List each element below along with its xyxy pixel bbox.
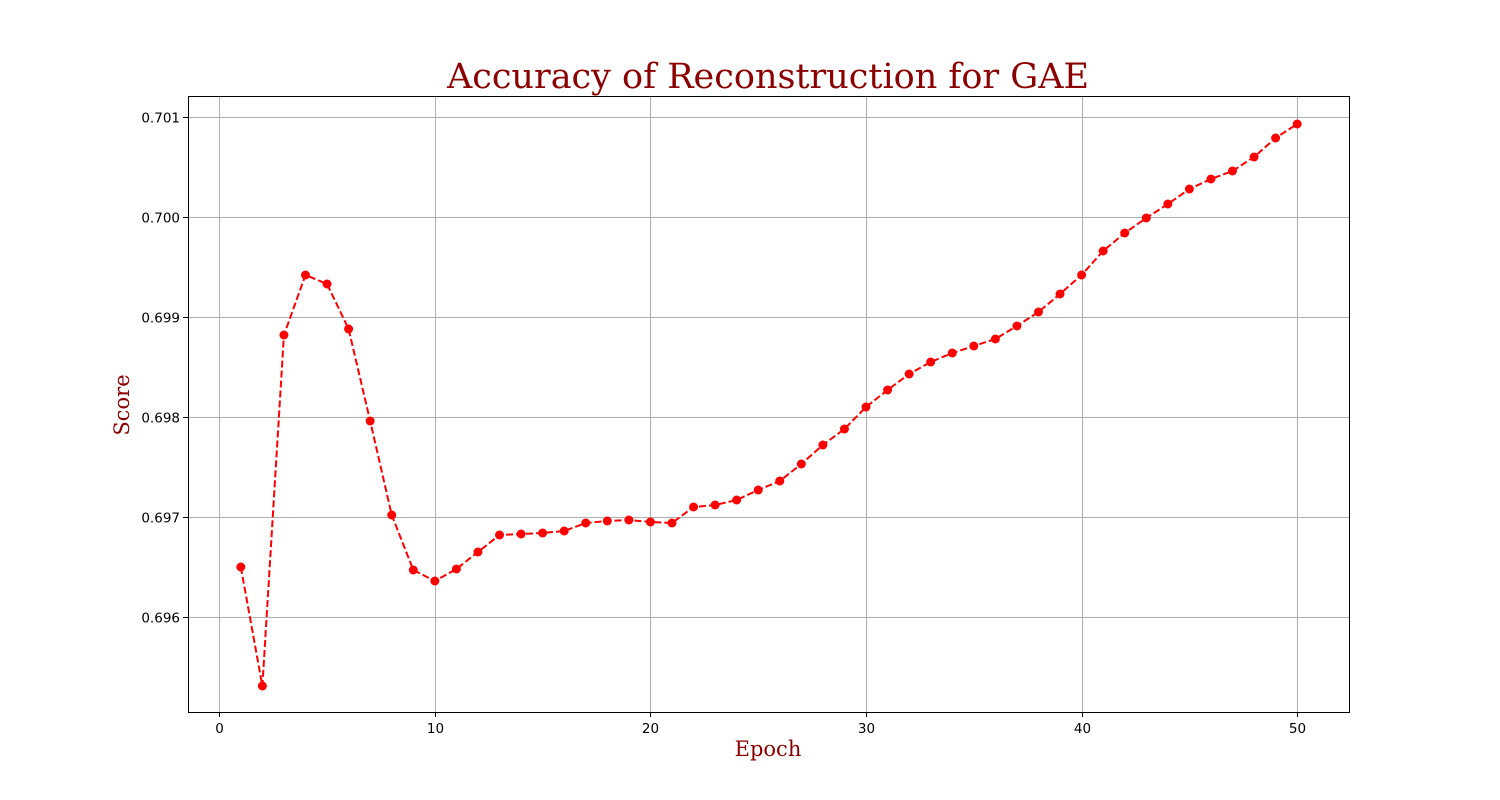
data-point: [818, 440, 828, 450]
data-point: [839, 424, 849, 434]
data-point: [257, 681, 267, 691]
data-point: [1033, 307, 1043, 317]
data-point: [387, 510, 397, 520]
data-point: [990, 334, 1000, 344]
data-point: [408, 565, 418, 575]
series-layer: [236, 119, 1302, 691]
data-point: [1271, 133, 1281, 143]
x-axis-label: Epoch: [735, 737, 802, 761]
data-point: [1206, 174, 1216, 184]
x-tick-label: 20: [642, 721, 659, 737]
data-point: [1249, 152, 1259, 162]
data-point: [559, 526, 569, 536]
x-axis-ticks: 0 10 20 30 40 50: [215, 712, 1306, 737]
y-tick-label: 0.698: [141, 411, 180, 427]
data-point: [645, 517, 655, 527]
data-point: [861, 402, 871, 412]
data-point: [1228, 166, 1238, 176]
data-point: [495, 530, 505, 540]
y-axis-label: Score: [110, 374, 134, 435]
data-point: [689, 502, 699, 512]
data-point: [344, 324, 354, 334]
data-point: [300, 270, 310, 280]
data-point: [1184, 184, 1194, 194]
data-point: [365, 416, 375, 426]
data-point: [279, 330, 289, 340]
y-axis-ticks: 0.696 0.697 0.698 0.699 0.700 0.701: [141, 111, 188, 627]
data-point: [581, 518, 591, 528]
data-point: [430, 576, 440, 586]
data-point: [1292, 119, 1302, 129]
data-point: [796, 459, 806, 469]
series-line: [239, 123, 1298, 687]
data-point: [710, 500, 720, 510]
data-point: [753, 485, 763, 495]
y-tick-label: 0.700: [141, 211, 180, 227]
data-point: [732, 495, 742, 505]
y-tick-label: 0.701: [141, 111, 180, 127]
data-point: [1077, 270, 1087, 280]
grid-lines: [188, 96, 1350, 712]
data-point: [236, 562, 246, 572]
data-point: [624, 515, 634, 525]
data-point: [775, 476, 785, 486]
data-point: [667, 518, 677, 528]
x-tick-label: 0: [215, 721, 224, 737]
y-tick-label: 0.697: [141, 511, 180, 527]
x-tick-label: 10: [427, 721, 444, 737]
x-tick-label: 30: [858, 721, 875, 737]
y-tick-label: 0.696: [141, 611, 180, 627]
y-tick-label: 0.699: [141, 311, 180, 327]
series-0: [236, 119, 1302, 691]
data-point: [473, 547, 483, 557]
x-tick-label: 40: [1074, 721, 1091, 737]
data-point: [516, 529, 526, 539]
data-point: [926, 357, 936, 367]
plot-frame: [188, 96, 1350, 713]
data-point: [947, 348, 957, 358]
data-point: [904, 369, 914, 379]
data-point: [1141, 213, 1151, 223]
data-point: [538, 528, 548, 538]
data-point: [1163, 199, 1173, 209]
chart-title: Accuracy of Reconstruction for GAE: [446, 57, 1089, 97]
data-point: [1120, 228, 1130, 238]
data-point: [1055, 289, 1065, 299]
data-point: [1012, 321, 1022, 331]
x-tick-label: 50: [1289, 721, 1306, 737]
data-point: [602, 516, 612, 526]
data-point: [1098, 246, 1108, 256]
data-point: [451, 564, 461, 574]
data-point: [883, 385, 893, 395]
data-point: [969, 341, 979, 351]
data-point: [322, 279, 332, 289]
